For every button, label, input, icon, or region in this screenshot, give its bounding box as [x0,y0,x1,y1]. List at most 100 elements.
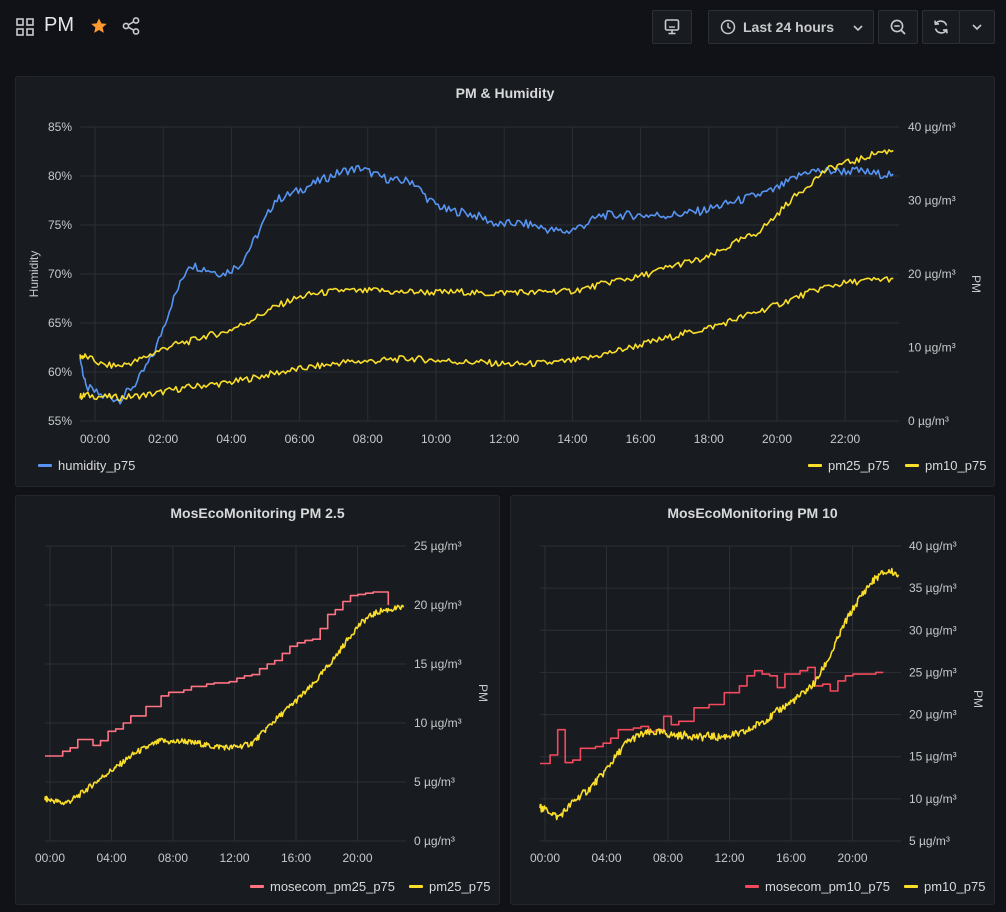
x-tick-label: 04:00 [591,851,621,865]
legend-label: pm10_p75 [924,879,986,894]
legend-item-mosecom-pm10[interactable]: mosecom_pm10_p75 [745,879,890,894]
legend-label: humidity_p75 [58,458,136,473]
time-range-label: Last 24 hours [743,19,835,35]
panel-title[interactable]: MosEcoMonitoring PM 10 [667,505,838,521]
y-axis-label-left: Humidity [27,251,41,298]
x-tick-label: 02:00 [148,432,178,446]
y-tick-label-right: 10 µg/m³ [908,341,956,355]
y-axis-label: PM [971,690,985,708]
x-tick-label: 06:00 [285,432,315,446]
legend-item-pm10[interactable]: pm10_p75 [905,458,986,473]
y-tick-label: 0 µg/m³ [414,834,455,848]
y-tick-label: 10 µg/m³ [414,716,462,730]
y-tick-label: 30 µg/m³ [909,623,957,637]
y-tick-label-left: 70% [48,267,72,281]
x-tick-label: 22:00 [830,432,860,446]
y-tick-label: 25 µg/m³ [909,665,957,679]
legend-label: pm25_p75 [828,458,890,473]
legend-swatch [409,885,423,888]
tv-icon [664,19,680,35]
y-tick-label: 35 µg/m³ [909,581,957,595]
pm10-series-line [79,149,894,369]
x-tick-label: 08:00 [653,851,683,865]
legend-item-pm25[interactable]: pm25_p75 [409,879,490,894]
chevron-down-icon [853,25,863,32]
panel-title[interactable]: PM & Humidity [455,85,555,101]
dashboard-title[interactable]: PM [44,14,74,36]
legend-swatch [904,885,918,888]
y-tick-label: 20 µg/m³ [909,708,957,722]
x-tick-label: 20:00 [342,851,372,865]
x-tick-label: 16:00 [776,851,806,865]
legend-label: mosecom_pm25_p75 [270,879,396,894]
share-icon[interactable] [122,17,140,35]
legend-item-pm25[interactable]: pm25_p75 [808,458,889,473]
x-tick-label: 20:00 [837,851,867,865]
mosecom-pm25-chart: 25 µg/m³ 20 µg/m³ 15 µg/m³ 10 µg/m³ 5 µg/m³ 0… [35,539,490,865]
x-tick-label: 08:00 [353,432,383,446]
x-tick-label: 16:00 [281,851,311,865]
y-tick-label-left: 55% [48,414,72,428]
legend-swatch [808,464,822,467]
y-tick-label: 25 µg/m³ [414,539,462,553]
clock-icon [720,19,736,35]
legend-label: pm25_p75 [429,879,491,894]
time-range-picker[interactable]: Last 24 hours [708,10,874,44]
x-tick-label: 04:00 [96,851,126,865]
star-icon[interactable] [90,17,108,35]
pm25-series-line [79,276,894,402]
y-tick-label: 5 µg/m³ [909,834,950,848]
y-tick-label-right: 30 µg/m³ [908,194,956,208]
pm25-series-line [44,604,405,806]
y-tick-label-left: 65% [48,316,72,330]
legend-item-pm10[interactable]: pm10_p75 [904,879,985,894]
x-tick-label: 00:00 [80,432,110,446]
x-tick-label: 18:00 [694,432,724,446]
y-tick-label-left: 75% [48,218,72,232]
legend-swatch [905,464,919,467]
legend-label: mosecom_pm10_p75 [765,879,891,894]
legend-swatch [38,464,52,467]
humidity-series-line [79,164,894,405]
tv-mode-button[interactable] [652,10,692,44]
y-tick-label: 15 µg/m³ [414,657,462,671]
x-tick-label: 00:00 [530,851,560,865]
apps-icon[interactable] [16,18,34,36]
zoom-out-icon [890,19,906,35]
y-tick-label: 20 µg/m³ [414,598,462,612]
y-tick-label-left: 80% [48,169,72,183]
pm-humidity-chart: 85% 80% 75% 70% 65% 60% 55% 40 µg/m³ 30 µg/m³ 20 … [27,120,983,446]
y-tick-label-right: 0 µg/m³ [908,414,949,428]
x-tick-label: 08:00 [158,851,188,865]
top-bar: PM Last 24 hours [0,0,1006,52]
refresh-interval-dropdown[interactable] [959,10,995,44]
panel-pm-humidity: PM & Humidity 85% 80% 75% 70% 65% 60% 55% 40 µg… [15,76,995,487]
y-tick-label-left: 85% [48,120,72,134]
panel-title[interactable]: MosEcoMonitoring PM 2.5 [170,505,345,521]
y-tick-label-left: 60% [48,365,72,379]
x-tick-label: 12:00 [489,432,519,446]
y-tick-label-right: 40 µg/m³ [908,120,956,134]
y-axis-label: PM [476,684,490,702]
legend-swatch [745,885,759,888]
refresh-button[interactable] [922,10,960,44]
y-tick-label: 10 µg/m³ [909,792,957,806]
x-tick-label: 04:00 [216,432,246,446]
y-tick-label-right: 20 µg/m³ [908,267,956,281]
y-tick-label: 40 µg/m³ [909,539,957,553]
legend-item-humidity[interactable]: humidity_p75 [38,458,135,473]
pm10-series-line [539,567,900,821]
x-tick-label: 12:00 [219,851,249,865]
zoom-out-button[interactable] [878,10,918,44]
panel-mosecom-pm25: MosEcoMonitoring PM 2.5 25 µg/m³ 20 µg/m³… [15,495,500,905]
x-tick-label: 00:00 [35,851,65,865]
mosecom-pm10-chart: 40 µg/m³ 35 µg/m³ 30 µg/m³ 25 µg/m³ 20 µg/m³… [530,539,985,865]
y-tick-label: 15 µg/m³ [909,750,957,764]
refresh-icon [934,20,948,34]
panel-mosecom-pm10: MosEcoMonitoring PM 10 40 µg/m³ 35 µg/m³ 3… [510,495,995,905]
y-tick-label: 5 µg/m³ [414,775,455,789]
chevron-down-icon [972,24,982,31]
legend-item-mosecom-pm25[interactable]: mosecom_pm25_p75 [250,879,395,894]
x-tick-label: 10:00 [421,432,451,446]
x-tick-label: 20:00 [762,432,792,446]
